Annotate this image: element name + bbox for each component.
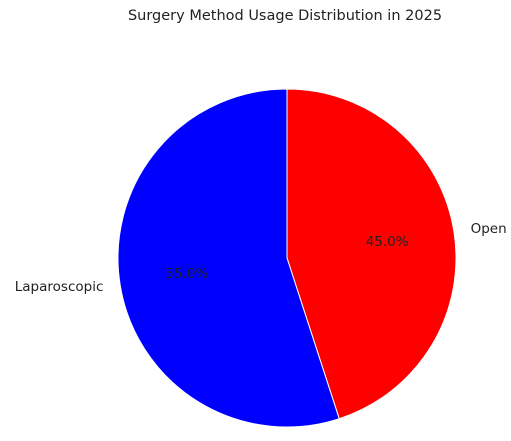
pct-label-laparoscopic: 55.0% (165, 266, 208, 282)
pie-slice-laparoscopic (117, 88, 340, 428)
pie-slices (117, 88, 457, 428)
slice-label-laparoscopic: Laparoscopic (15, 279, 104, 295)
pie-labels: 45.0% Open 55.0% Laparoscopic (15, 221, 507, 295)
pie-slice-open (286, 88, 457, 420)
slice-label-open: Open (471, 221, 507, 237)
pct-label-open: 45.0% (366, 234, 409, 250)
chart-title: Surgery Method Usage Distribution in 202… (128, 8, 442, 24)
